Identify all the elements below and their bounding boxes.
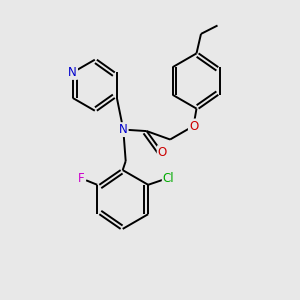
- Text: N: N: [119, 123, 128, 136]
- Text: O: O: [189, 119, 198, 133]
- Text: N: N: [68, 66, 77, 79]
- Text: Cl: Cl: [163, 172, 174, 185]
- Text: F: F: [78, 172, 85, 185]
- Text: O: O: [158, 146, 167, 159]
